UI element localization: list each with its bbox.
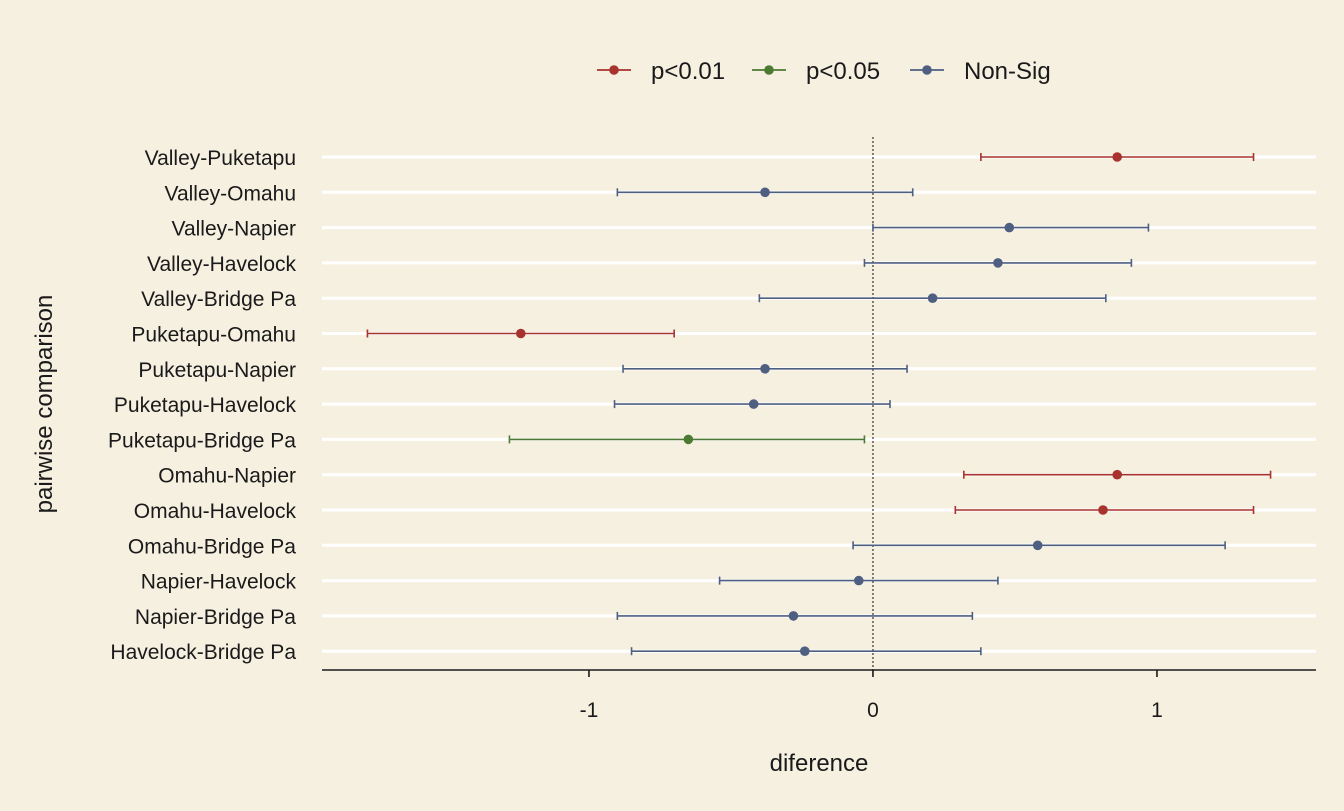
y-tick-label: Napier-Havelock [141, 571, 297, 594]
estimate-point [760, 364, 770, 374]
legend-label: p<0.01 [651, 58, 725, 85]
estimate-points [516, 152, 1122, 656]
x-axis-title: diference [770, 750, 869, 777]
estimate-point [1004, 222, 1015, 233]
legend-item-ns: Non-Sig [910, 58, 1051, 85]
estimate-point [516, 328, 526, 339]
legend-item-p01: p<0.01 [597, 58, 725, 85]
x-axis: -1 0 1 [322, 669, 1316, 722]
legend-label: Non-Sig [964, 58, 1051, 85]
estimate-point [853, 575, 864, 586]
y-tick-label: Omahu-Bridge Pa [128, 535, 296, 558]
x-tick-label: -1 [580, 699, 599, 722]
y-tick-label: Valley-Puketapu [145, 147, 296, 170]
y-tick-label: Valley-Napier [172, 218, 297, 241]
estimate-point [1032, 540, 1043, 551]
estimate-point [683, 434, 694, 445]
y-tick-label: Valley-Bridge Pa [141, 288, 296, 311]
x-tick-label: 0 [867, 699, 879, 722]
estimate-point [1098, 505, 1108, 515]
y-tick-label: Puketapu-Omahu [131, 324, 296, 347]
estimate-point [760, 187, 770, 198]
estimate-point [993, 258, 1003, 268]
y-tick-label: Puketapu-Havelock [114, 394, 297, 417]
legend-swatch-point [922, 65, 932, 75]
legend-item-p05: p<0.05 [752, 58, 880, 85]
legend-swatch-point [609, 65, 619, 75]
estimate-point [748, 399, 759, 409]
y-tick-label: Puketapu-Napier [138, 359, 296, 382]
y-tick-label: Valley-Havelock [147, 253, 296, 276]
y-tick-label: Havelock-Bridge Pa [110, 641, 296, 664]
y-tick-label: Puketapu-Bridge Pa [108, 429, 296, 452]
y-axis-title: pairwise comparison [31, 295, 58, 514]
y-tick-label: Valley-Omahu [165, 182, 297, 205]
legend: p<0.01 p<0.05 Non-Sig [597, 58, 1051, 85]
y-tick-label: Napier-Bridge Pa [135, 606, 296, 629]
estimate-point [927, 293, 938, 304]
estimate-point [1112, 152, 1122, 162]
estimate-point [1112, 469, 1122, 480]
y-axis-labels: Valley-Puketapu Valley-Omahu Valley-Napier… [108, 147, 296, 664]
y-tick-label: Omahu-Havelock [134, 500, 297, 523]
estimate-point [788, 611, 799, 621]
estimate-point [800, 646, 810, 656]
x-tick-label: 1 [1151, 699, 1163, 722]
legend-label: p<0.05 [806, 58, 880, 85]
legend-swatch-point [764, 65, 774, 75]
y-tick-label: Omahu-Napier [158, 465, 296, 488]
